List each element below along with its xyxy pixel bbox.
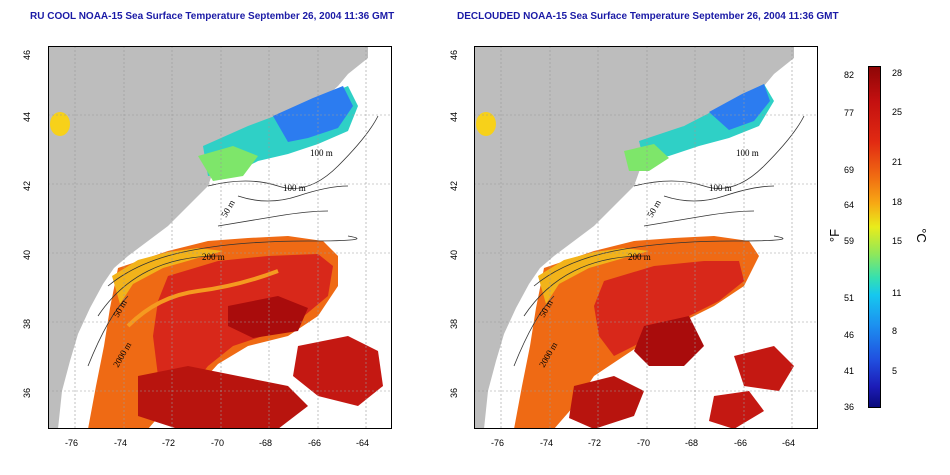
y-tick: 46: [22, 49, 33, 61]
celsius-tick: 21: [892, 157, 903, 167]
very-cold-water: [709, 84, 770, 130]
x-tick: -68: [259, 438, 273, 448]
fahrenheit-tick: 36: [844, 402, 855, 412]
contour-line: [237, 185, 349, 202]
contour-label: 200 m: [202, 252, 225, 262]
warm-spot: [476, 112, 496, 136]
contour-line: [217, 210, 329, 227]
contour-line: [87, 295, 129, 367]
celsius-tick: 18: [892, 197, 903, 207]
hot-water-core: [594, 261, 744, 356]
y-tick: 36: [22, 387, 33, 399]
left-map-title: RU COOL NOAA-15 Sea Surface Temperature …: [30, 11, 395, 22]
shelf-band: [538, 248, 649, 304]
hot-water-east2: [709, 391, 764, 429]
contour-line: [513, 295, 555, 367]
left-sst-map: 100 m 100 m 50 m 200 m 50 m 2000 m: [48, 46, 392, 429]
contour-line: [663, 185, 775, 202]
y-tick: 40: [22, 249, 33, 261]
x-tick: -74: [540, 438, 554, 448]
y-tick: 44: [449, 111, 460, 123]
hot-water-south: [138, 366, 308, 429]
contour-line: [523, 255, 645, 317]
x-tick: -72: [162, 438, 176, 448]
y-tick: 38: [22, 318, 33, 330]
celsius-tick: 8: [892, 326, 898, 336]
fahrenheit-tick: 46: [844, 330, 855, 340]
x-tick: -76: [491, 438, 505, 448]
y-tick: 42: [449, 180, 460, 192]
celsius-tick: 5: [892, 366, 898, 376]
x-tick: -66: [734, 438, 748, 448]
x-tick: -74: [114, 438, 128, 448]
x-tick: -70: [637, 438, 651, 448]
contour-label: 200 m: [628, 252, 651, 262]
land-mass: [474, 46, 794, 429]
land-mass: [48, 46, 368, 429]
temperature-colorbar: [868, 66, 881, 408]
contour-line: [533, 235, 784, 287]
x-tick: -68: [685, 438, 699, 448]
x-tick: -64: [782, 438, 796, 448]
y-tick: 42: [22, 180, 33, 192]
fahrenheit-tick: 77: [844, 108, 855, 118]
x-tick: -72: [588, 438, 602, 448]
y-tick: 46: [449, 49, 460, 61]
shelf-band: [112, 248, 223, 304]
contour-line: [97, 255, 219, 317]
x-tick: -76: [65, 438, 79, 448]
gridlines: [474, 46, 818, 429]
hot-water-east: [734, 346, 794, 391]
contour-line: [643, 210, 755, 227]
cool-green-water: [198, 146, 258, 181]
celsius-unit-label: °C: [913, 228, 929, 243]
stream-ribbon: [126, 269, 279, 328]
x-tick: -64: [356, 438, 370, 448]
contour-line: [633, 115, 805, 189]
hot-water-south: [569, 376, 644, 429]
contour-label: 100 m: [310, 148, 333, 158]
fahrenheit-tick: 82: [844, 70, 855, 80]
celsius-tick: 25: [892, 107, 903, 117]
left-map-canvas: 100 m 100 m 50 m 200 m 50 m 2000 m: [48, 46, 392, 429]
x-tick: -66: [308, 438, 322, 448]
gridlines: [48, 46, 392, 429]
y-tick: 36: [449, 387, 460, 399]
right-map-canvas: 100 m 100 m 50 m 200 m 50 m 2000 m: [474, 46, 818, 429]
contour-label: 100 m: [709, 183, 732, 193]
x-tick: -70: [211, 438, 225, 448]
very-cold-water: [273, 86, 353, 142]
fahrenheit-unit-label: °F: [827, 228, 843, 243]
right-map-title: DECLOUDED NOAA-15 Sea Surface Temperatur…: [457, 11, 839, 22]
celsius-tick: 11: [892, 288, 902, 298]
cool-green-water: [624, 144, 669, 171]
contour-line: [107, 235, 358, 287]
fahrenheit-tick: 59: [844, 236, 855, 246]
hot-water-east: [293, 336, 383, 406]
fahrenheit-tick: 41: [844, 366, 855, 376]
right-sst-map: 100 m 100 m 50 m 200 m 50 m 2000 m: [474, 46, 818, 429]
hot-water-patch: [228, 296, 308, 338]
y-tick: 40: [449, 249, 460, 261]
fahrenheit-tick: 64: [844, 200, 855, 210]
warm-spot: [50, 112, 70, 136]
contour-label: 100 m: [283, 183, 306, 193]
hot-water-patch: [634, 316, 704, 366]
fahrenheit-tick: 51: [844, 293, 855, 303]
y-tick: 38: [449, 318, 460, 330]
celsius-tick: 28: [892, 68, 903, 78]
contour-label: 100 m: [736, 148, 759, 158]
celsius-tick: 15: [892, 236, 903, 246]
fahrenheit-tick: 69: [844, 165, 855, 175]
y-tick: 44: [22, 111, 33, 123]
contour-line: [207, 115, 379, 189]
